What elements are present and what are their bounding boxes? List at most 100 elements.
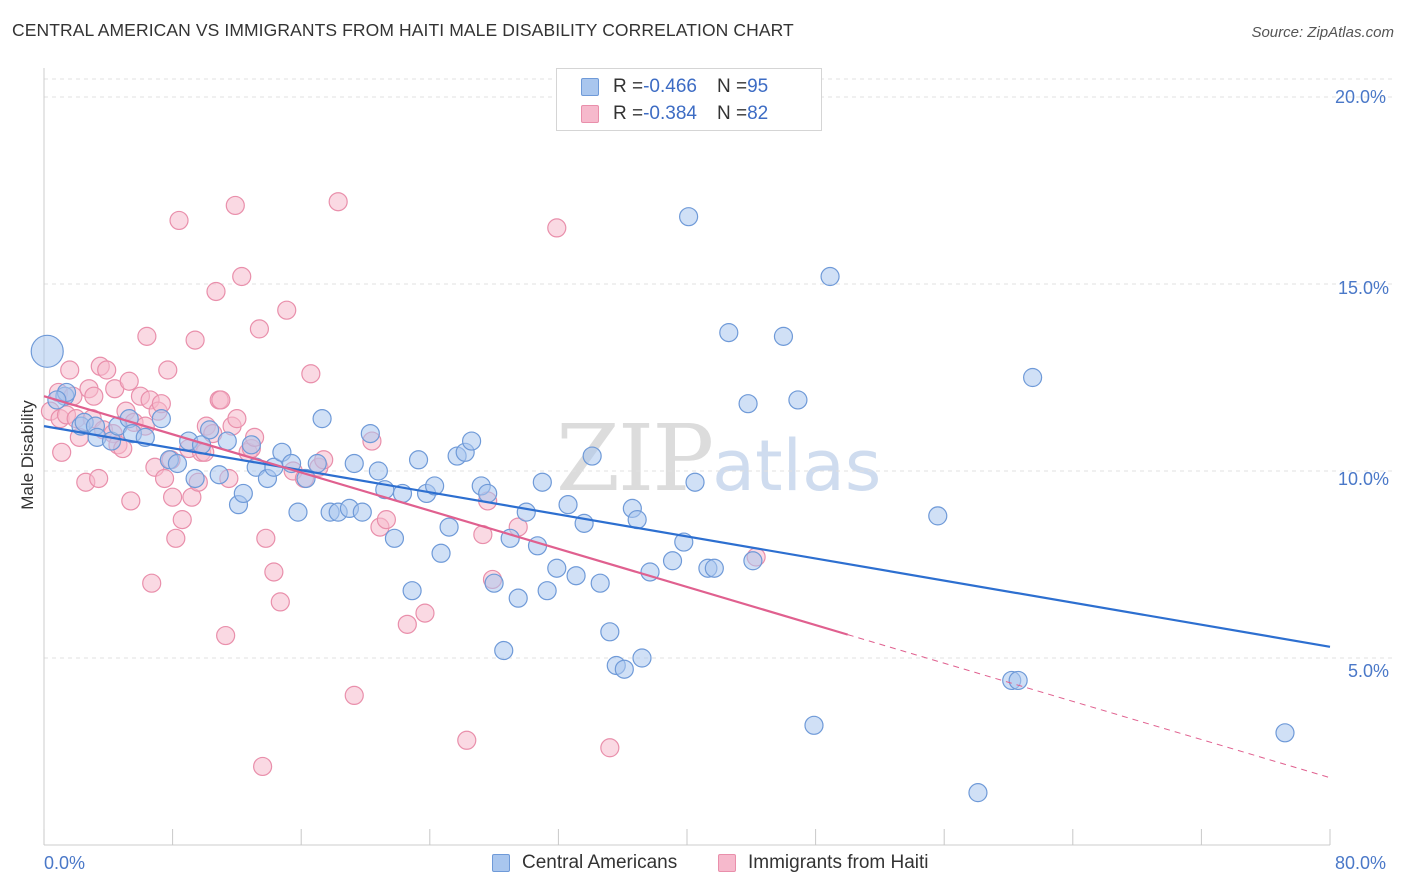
haiti-point: [119, 371, 139, 391]
central-american-point: [547, 558, 567, 578]
trend-lines: [43, 395, 1331, 779]
haiti-point: [84, 386, 104, 406]
haiti-point: [225, 195, 245, 216]
haiti-point: [277, 300, 297, 320]
legend-row-central-americans: R = -0.466 N = 95: [581, 75, 768, 99]
central-american-point: [719, 323, 739, 343]
haiti-point: [185, 330, 205, 350]
haiti-point: [600, 738, 620, 758]
haiti-point: [137, 326, 157, 346]
x-axis: [43, 68, 1331, 846]
central-american-point: [352, 502, 372, 522]
central-american-point: [679, 207, 699, 227]
legend-item-central-americans[interactable]: Central Americans: [492, 852, 677, 874]
central-american-point: [662, 551, 683, 571]
x-tick-label-max: 80.0%: [1335, 853, 1387, 873]
central-american-point: [600, 622, 620, 642]
central-american-point: [233, 483, 253, 504]
central-american-point: [431, 543, 451, 563]
watermark: ZIPatlas: [556, 405, 881, 512]
central-american-point: [508, 588, 528, 608]
legend-label: Central Americans: [522, 852, 678, 873]
blue-swatch: [492, 854, 510, 872]
source-label: Source: ZipAtlas.com: [1251, 24, 1394, 41]
n-label: N =: [716, 76, 748, 97]
haiti-point: [216, 625, 236, 646]
haiti-point: [415, 603, 435, 623]
central-american-point: [288, 502, 308, 522]
haiti-point: [397, 614, 417, 634]
central-american-point: [743, 551, 763, 571]
central-american-point: [30, 334, 64, 368]
haiti-point: [211, 390, 231, 410]
haiti-point: [166, 528, 186, 548]
haiti-point: [60, 360, 80, 380]
haiti-point: [206, 281, 226, 302]
r-value: -0.384: [643, 103, 697, 124]
haiti-point: [163, 487, 183, 507]
legend-item-haiti[interactable]: Immigrants from Haiti: [718, 852, 929, 874]
haiti-point: [301, 364, 321, 384]
central-american-point: [199, 420, 220, 440]
central-american-point: [738, 394, 758, 414]
haiti-point: [457, 730, 477, 750]
x-tick-label-min: 0.0%: [44, 853, 86, 873]
n-value: 95: [747, 76, 769, 97]
central-american-trend-line: [43, 425, 1331, 648]
central-american-point: [773, 326, 794, 346]
central-american-point: [241, 435, 261, 455]
central-american-point: [360, 424, 380, 444]
haiti-point: [158, 360, 178, 380]
central-american-point: [478, 483, 498, 504]
central-american-point: [632, 648, 652, 668]
haiti-point: [172, 510, 192, 530]
central-american-point: [804, 715, 824, 735]
y-tick-label-10: 10.0%: [1338, 469, 1390, 489]
central-american-point: [296, 468, 316, 489]
central-american-point: [408, 450, 429, 470]
central-american-point: [566, 566, 586, 586]
central-american-point: [384, 528, 405, 548]
r-label: R =: [613, 103, 644, 124]
haiti-point: [270, 592, 290, 612]
central-american-point: [968, 783, 988, 803]
n-value: 82: [747, 103, 769, 124]
haiti-point: [253, 756, 273, 777]
watermark-atlas: atlas: [712, 425, 882, 507]
central-american-point: [527, 536, 548, 556]
central-american-point: [788, 390, 808, 410]
central-american-point: [1275, 723, 1295, 743]
central-american-point: [590, 573, 610, 593]
haiti-point: [154, 468, 175, 489]
haiti-trend-line: [43, 395, 849, 636]
central-american-point: [167, 453, 188, 474]
central-american-point: [582, 446, 602, 466]
central-american-point: [209, 465, 229, 485]
central-american-point: [558, 495, 578, 515]
central-american-point: [1023, 367, 1043, 388]
haiti-point: [376, 510, 396, 530]
haiti-point: [547, 218, 567, 238]
haiti-point: [249, 319, 270, 339]
central-american-point: [494, 640, 514, 661]
central-american-point: [185, 468, 205, 489]
central-american-point: [439, 517, 459, 537]
chart-title: CENTRAL AMERICAN VS IMMIGRANTS FROM HAIT…: [12, 20, 794, 40]
pink-swatch: [718, 854, 736, 872]
central-american-point: [151, 409, 171, 429]
r-value: -0.466: [643, 76, 697, 97]
haiti-point: [256, 528, 276, 548]
watermark-zip: ZIP: [556, 405, 714, 512]
central-american-points: [30, 207, 1295, 803]
haiti-point: [232, 266, 252, 287]
r-label: R =: [613, 76, 644, 97]
central-american-point: [537, 581, 557, 601]
haiti-point: [121, 491, 141, 511]
central-american-point: [1008, 670, 1028, 691]
haiti-trend-extension: [847, 634, 1331, 779]
central-american-point: [484, 573, 504, 593]
central-american-point: [516, 502, 536, 522]
haiti-point: [89, 468, 109, 489]
y-tick-label-15: 15.0%: [1338, 278, 1390, 298]
